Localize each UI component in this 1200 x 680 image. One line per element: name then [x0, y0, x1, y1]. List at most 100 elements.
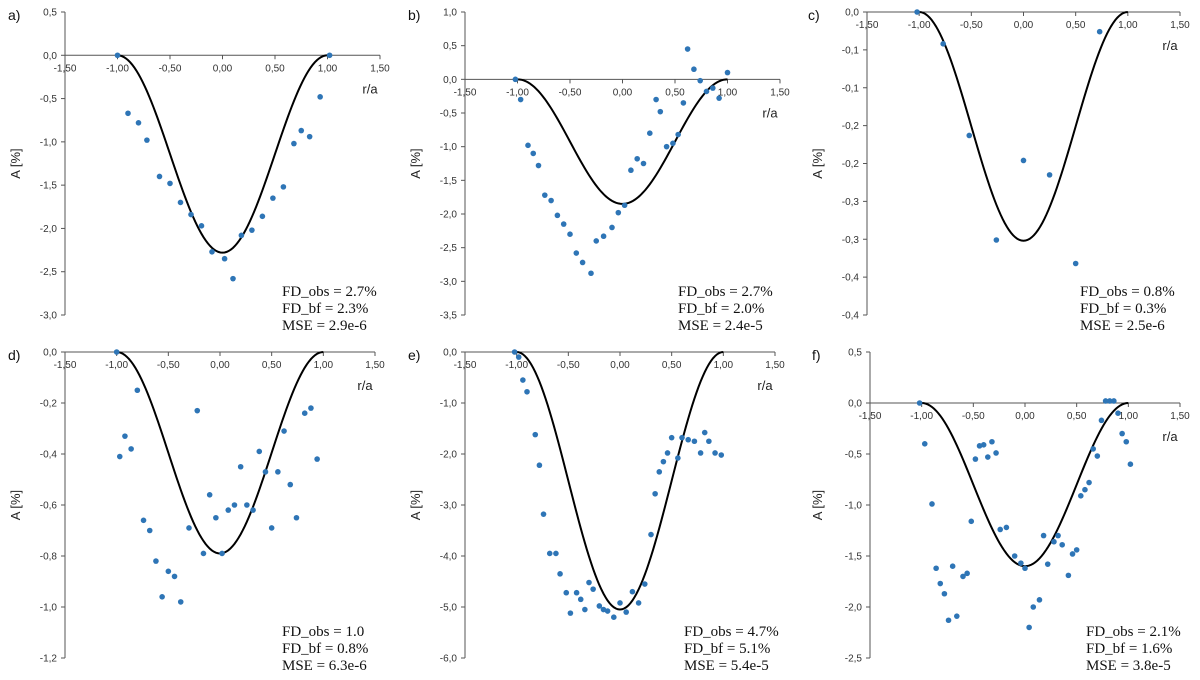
- data-point: [221, 255, 228, 262]
- data-point: [511, 349, 518, 355]
- x-tick-label: -1,50: [454, 360, 477, 371]
- data-point: [954, 613, 960, 619]
- data-point: [1040, 532, 1047, 539]
- y-tick-label: -1,2: [40, 654, 58, 665]
- data-point: [532, 431, 539, 438]
- data-point: [1044, 561, 1051, 567]
- data-point: [256, 448, 263, 455]
- y-tick-label: -0,5: [845, 450, 863, 461]
- data-point: [582, 606, 588, 613]
- data-point: [1030, 604, 1037, 610]
- y-tick-label: -3,0: [440, 277, 458, 288]
- x-tick-label: 1,00: [318, 63, 338, 74]
- y-tick-label: -0,3: [842, 235, 860, 246]
- data-point: [680, 100, 687, 106]
- data-point: [997, 526, 1003, 533]
- stat-line-1: FD_bf = 1.6%: [1086, 641, 1172, 657]
- x-tick-label: -1,50: [856, 20, 879, 31]
- data-point: [1106, 398, 1113, 404]
- data-point: [520, 377, 526, 383]
- data-point: [542, 192, 548, 198]
- chart-panel-5: f) 0,5 0,0 -0,5 -1,0 -1,5 -2,0 -2,5 -1,50 -1,00 -0…: [810, 347, 1190, 674]
- stat-line-2: MSE = 2.4e-5: [678, 318, 763, 334]
- data-point: [206, 492, 213, 498]
- y-tick-label: 0,0: [443, 75, 457, 86]
- x-axis-label: r/a: [362, 81, 378, 96]
- fit-curve: [919, 11, 1128, 242]
- data-point: [244, 502, 250, 508]
- data-point: [964, 570, 970, 577]
- y-tick-label: -1,5: [440, 176, 458, 187]
- x-tick-label: 1,00: [1119, 411, 1139, 422]
- data-point: [536, 462, 543, 469]
- data-point: [664, 450, 671, 456]
- data-point: [567, 610, 574, 616]
- x-tick-label: -1,00: [105, 360, 128, 371]
- y-tick-label: -4,0: [440, 552, 458, 563]
- data-point: [238, 232, 245, 239]
- y-tick-label: 1,0: [443, 8, 457, 19]
- y-tick-label: -2,5: [845, 654, 863, 665]
- y-tick-label: -0,8: [40, 552, 58, 563]
- panel-label: b): [408, 7, 420, 23]
- x-tick-label: -1,00: [908, 20, 931, 31]
- stat-line-1: FD_bf = 2.3%: [282, 301, 368, 317]
- data-point: [604, 608, 611, 614]
- data-point: [515, 354, 522, 360]
- data-point: [1119, 430, 1125, 437]
- data-point: [914, 9, 920, 15]
- data-point: [156, 173, 163, 180]
- data-point: [317, 94, 323, 100]
- data-point: [540, 511, 547, 517]
- y-axis-label: A [%]: [810, 490, 825, 520]
- data-point: [128, 446, 134, 452]
- y-axis-label: A [%]: [408, 490, 423, 520]
- y-tick-label: -3,0: [440, 501, 458, 512]
- y-tick-label: -0,2: [40, 399, 58, 410]
- data-point: [525, 142, 531, 149]
- data-point: [710, 85, 716, 91]
- data-point: [553, 550, 559, 557]
- data-point: [940, 41, 946, 47]
- data-point: [293, 514, 300, 521]
- data-point: [980, 442, 987, 448]
- data-point: [623, 609, 629, 615]
- chart-panel-3: d) 0,0 -0,2 -0,4 -0,6 -0,8 -1,0 -1,2 -1,50 -1,00 -…: [8, 347, 385, 674]
- data-point: [573, 250, 580, 256]
- fit-curve: [116, 351, 324, 555]
- y-tick-label: -2,0: [845, 603, 863, 614]
- data-point: [697, 77, 703, 84]
- fit-curve: [516, 351, 724, 611]
- data-point: [653, 96, 659, 103]
- y-tick-label: -2,0: [440, 450, 458, 461]
- data-point: [670, 140, 676, 147]
- data-point: [512, 76, 519, 83]
- y-tick-label: -5,0: [440, 603, 458, 614]
- stat-line-0: FD_obs = 2.7%: [282, 284, 377, 300]
- y-tick-label: -1,5: [845, 552, 863, 563]
- y-tick-label: -0,6: [40, 501, 58, 512]
- data-point: [517, 96, 524, 103]
- panel-label: f): [812, 347, 821, 363]
- data-point: [1020, 157, 1027, 164]
- data-point: [701, 429, 708, 436]
- y-tick-label: -6,0: [440, 654, 458, 665]
- data-point: [134, 387, 141, 394]
- data-point: [716, 95, 722, 101]
- data-point: [941, 590, 948, 597]
- data-point: [647, 130, 653, 136]
- x-tick-label: 0,00: [610, 360, 630, 371]
- x-tick-label: 1,50: [1170, 411, 1190, 422]
- x-axis-label: r/a: [762, 105, 778, 120]
- data-point: [579, 259, 586, 266]
- data-point: [114, 52, 121, 59]
- x-tick-label: 0,00: [613, 87, 633, 98]
- data-point: [270, 195, 276, 201]
- y-tick-label: 0,5: [43, 8, 57, 19]
- x-axis-label: r/a: [1162, 38, 1178, 53]
- data-point: [1036, 597, 1043, 603]
- data-point: [621, 202, 628, 209]
- data-point: [611, 614, 617, 620]
- x-axis-label: r/a: [757, 378, 773, 393]
- data-point: [308, 405, 314, 411]
